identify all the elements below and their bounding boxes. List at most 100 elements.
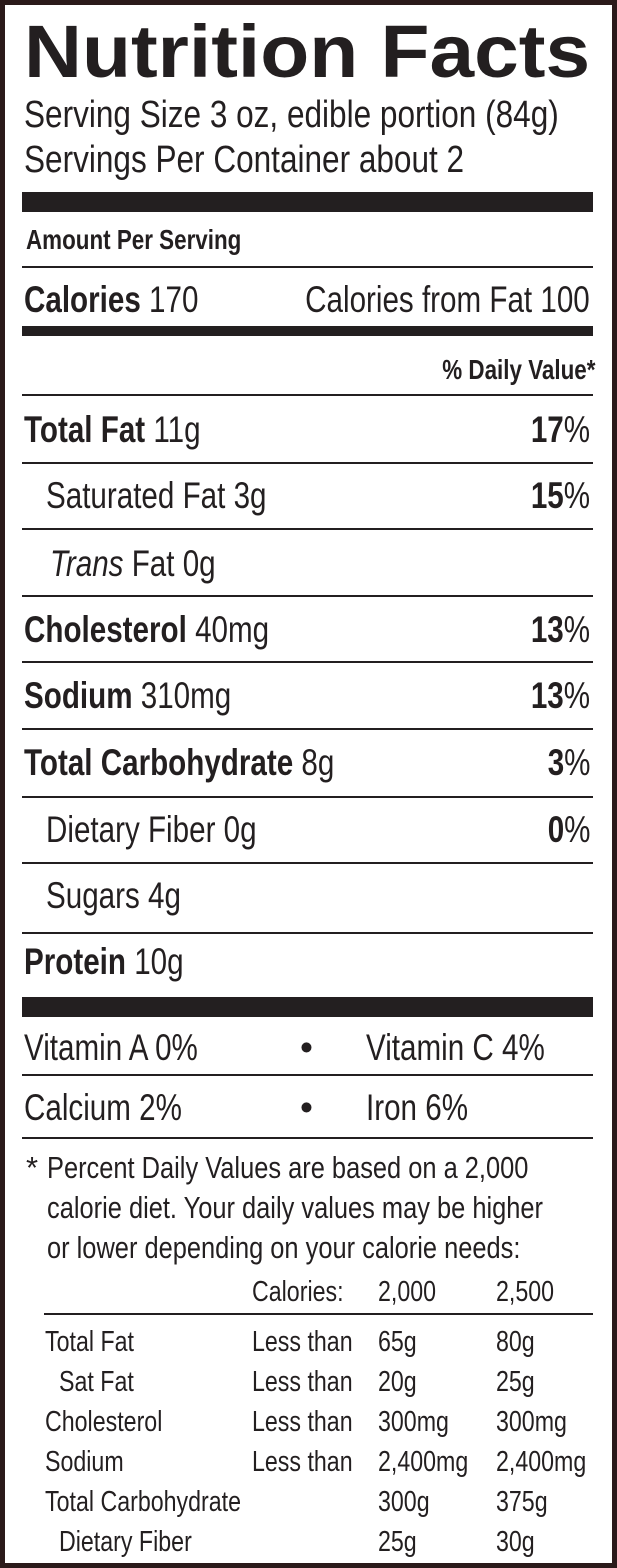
nutrient-name-amount: Trans Fat 0g <box>50 544 216 584</box>
table-value-2000: 2,400mg <box>378 1446 469 1478</box>
daily-value-number: 3 <box>547 742 564 783</box>
table-value-2000: 300g <box>378 1486 430 1518</box>
calories-label: Calories <box>24 279 141 320</box>
divider <box>22 394 593 396</box>
table-qualifier-wrap: Less than <box>252 1442 378 1482</box>
percent-sign: % <box>563 475 590 516</box>
table-nutrient-wrap: Total Carbohydrate <box>45 1482 290 1522</box>
table-header-2000: 2,000 <box>378 1276 437 1308</box>
nutrient-name: Protein <box>24 941 126 982</box>
table-value-2500-wrap: 375g <box>496 1482 561 1522</box>
divider <box>22 1074 593 1076</box>
calories-from-fat-value: 100 <box>540 279 590 320</box>
bullet: • <box>300 1027 313 1068</box>
footnote-line: calorie diet. Your daily values may be h… <box>47 1190 543 1225</box>
table-qualifier-wrap: Less than <box>252 1402 378 1442</box>
footnote-line: Percent Daily Values are based on a 2,00… <box>47 1150 529 1185</box>
nutrient-daily-value: 13% <box>531 676 590 716</box>
nutrient-row: Saturated Fat 3g 15% <box>24 476 590 516</box>
thick-divider <box>22 192 593 212</box>
footnote-star: * <box>26 1150 39 1185</box>
table-value-2500-wrap: 2,400mg <box>496 1442 609 1482</box>
table-qualifier: Less than <box>252 1326 353 1358</box>
calories-row: Calories 170 Calories from Fat 100 <box>24 280 590 320</box>
nutrient-row: Sodium 310mg 13% <box>24 676 590 716</box>
table-nutrient-wrap: Total Fat <box>45 1322 156 1362</box>
table-nutrient-wrap: Sodium <box>45 1442 143 1482</box>
calories-value: 170 <box>149 279 199 320</box>
daily-value-header: % Daily Value* <box>441 354 595 385</box>
table-qualifier-wrap: Less than <box>252 1362 378 1402</box>
table-value-2000: 20g <box>378 1366 417 1398</box>
table-value-2500: 375g <box>496 1486 548 1518</box>
percent-sign: % <box>563 409 590 450</box>
table-value-2500-wrap: 80g <box>496 1322 544 1362</box>
calories-left: Calories 170 <box>24 280 198 320</box>
daily-value-number: 17 <box>530 409 564 450</box>
nutrient-name: Trans <box>50 543 124 584</box>
divider <box>22 528 593 530</box>
nutrient-name-suffix: Fat <box>131 543 175 584</box>
divider <box>22 728 593 730</box>
divider <box>22 595 593 597</box>
table-value-2500: 30g <box>496 1526 535 1558</box>
table-qualifier: Less than <box>252 1446 353 1478</box>
vitamin-left: Vitamin A 0% <box>24 1027 198 1068</box>
vitamin-row: Vitamin A 0% • Vitamin C 4% <box>24 1028 590 1068</box>
table-divider <box>44 1313 593 1315</box>
nutrient-name-amount: Cholesterol 40mg <box>24 610 269 650</box>
nutrient-daily-value: 13% <box>531 610 590 650</box>
nutrient-name: Dietary Fiber <box>46 809 216 850</box>
nutrient-amount: 3g <box>233 475 267 516</box>
table-value-2000: 65g <box>378 1326 417 1358</box>
nutrient-row: Total Fat 11g 17% <box>24 410 590 450</box>
nutrient-amount: 11g <box>153 409 201 450</box>
nutrient-name: Saturated Fat <box>46 475 226 516</box>
vitamin-row: Calcium 2% • Iron 6% <box>24 1088 590 1128</box>
table-header-2000-wrap: 2,000 <box>378 1272 451 1312</box>
medium-divider <box>22 326 593 336</box>
footnote-line-wrap: calorie diet. Your daily values may be h… <box>47 1188 617 1228</box>
table-qualifier: Less than <box>252 1366 353 1398</box>
table-value-2000: 25g <box>378 1526 417 1558</box>
calories-from-fat-label: Calories from Fat <box>305 279 533 320</box>
footnote-line: or lower depending on your calorie needs… <box>47 1230 521 1265</box>
footnote-line-wrap: Percent Daily Values are based on a 2,00… <box>47 1148 617 1188</box>
amount-per-serving: Amount Per Serving <box>26 224 242 255</box>
nutrient-amount: 8g <box>301 742 335 783</box>
daily-value-header-wrap: % Daily Value* <box>404 352 595 388</box>
table-nutrient: Cholesterol <box>45 1406 163 1438</box>
table-value-2000-wrap: 25g <box>378 1522 426 1562</box>
nutrient-name-amount: Saturated Fat 3g <box>46 476 267 516</box>
divider <box>22 266 593 268</box>
percent-sign: % <box>563 809 590 850</box>
divider <box>22 462 593 464</box>
daily-value-number: 13 <box>530 675 564 716</box>
nutrient-row: Cholesterol 40mg 13% <box>24 610 590 650</box>
nutrient-amount: 4g <box>148 875 181 916</box>
nutrient-name: Sugars <box>46 875 140 916</box>
table-nutrient-wrap: Cholesterol <box>45 1402 192 1442</box>
table-qualifier: Less than <box>252 1406 353 1438</box>
nutrient-name-amount: Total Fat 11g <box>24 410 201 450</box>
divider <box>22 932 593 934</box>
servings-per-container: Servings Per Container about 2 <box>24 139 465 181</box>
table-value-2000-wrap: 20g <box>378 1362 426 1402</box>
table-header-2500: 2,500 <box>496 1276 555 1308</box>
table-value-2500: 80g <box>496 1326 535 1358</box>
nutrient-amount: 0g <box>182 543 216 584</box>
nutrient-daily-value: 0% <box>547 810 590 850</box>
vitamin-right: Vitamin C 4% <box>366 1027 545 1068</box>
nutrient-row: Trans Fat 0g <box>24 544 590 584</box>
table-value-2500-wrap: 300mg <box>496 1402 585 1442</box>
nutrient-row: Sugars 4g <box>24 876 590 916</box>
table-value-2000: 300mg <box>378 1406 449 1438</box>
nutrient-name: Sodium <box>24 675 133 716</box>
nutrient-name: Total Carbohydrate <box>24 742 294 783</box>
table-value-2000-wrap: 2,400mg <box>378 1442 491 1482</box>
table-nutrient: Sodium <box>45 1446 124 1478</box>
table-nutrient-wrap: Dietary Fiber <box>59 1522 225 1562</box>
divider <box>22 796 593 798</box>
